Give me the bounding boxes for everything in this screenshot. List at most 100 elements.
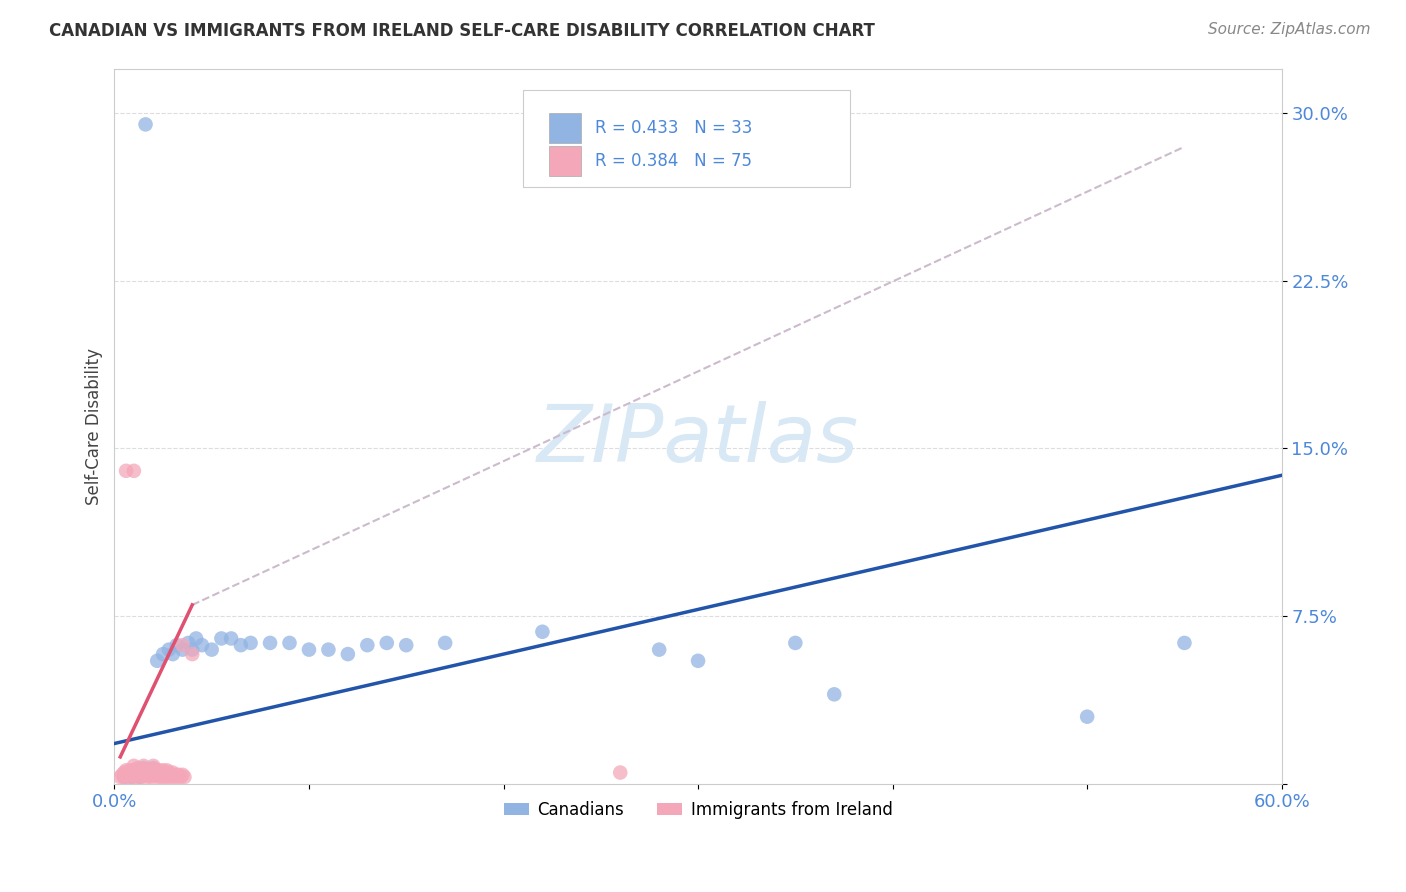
Point — [136, 765, 159, 780]
Point — [135, 768, 157, 782]
Point — [166, 638, 188, 652]
Legend: Canadians, Immigrants from Ireland: Canadians, Immigrants from Ireland — [498, 794, 898, 825]
Point — [142, 768, 165, 782]
Point — [141, 765, 163, 780]
Point — [142, 759, 165, 773]
Text: ZIPatlas: ZIPatlas — [537, 401, 859, 479]
Point — [128, 764, 150, 778]
Point — [434, 636, 457, 650]
Point — [117, 768, 139, 782]
Point — [157, 642, 180, 657]
Point — [278, 636, 301, 650]
Point — [127, 770, 149, 784]
Point — [135, 765, 157, 780]
Text: R = 0.384   N = 75: R = 0.384 N = 75 — [595, 152, 752, 169]
Point — [166, 770, 188, 784]
Point — [219, 632, 242, 646]
Point — [157, 765, 180, 780]
Point — [127, 765, 149, 780]
Point — [131, 770, 153, 784]
Point — [110, 770, 132, 784]
Point — [823, 687, 845, 701]
Point — [118, 764, 141, 778]
Point — [141, 770, 163, 784]
Point — [112, 770, 135, 784]
Point — [531, 624, 554, 639]
Point — [122, 768, 145, 782]
Point — [122, 759, 145, 773]
Point — [172, 642, 194, 657]
Point — [148, 768, 170, 782]
Point — [128, 768, 150, 782]
Point — [112, 765, 135, 780]
Point — [146, 654, 169, 668]
Point — [132, 768, 155, 782]
Point — [153, 770, 176, 784]
Y-axis label: Self-Care Disability: Self-Care Disability — [86, 348, 103, 505]
Point — [141, 765, 163, 780]
Point — [318, 642, 340, 657]
Point — [125, 764, 148, 778]
Bar — [548, 113, 581, 143]
Point — [125, 765, 148, 780]
Point — [152, 764, 174, 778]
Point — [132, 764, 155, 778]
Point — [135, 117, 157, 131]
Point — [115, 464, 138, 478]
Point — [122, 768, 145, 782]
Point — [162, 770, 184, 784]
Point — [150, 770, 173, 784]
Point — [1076, 709, 1098, 723]
Text: Source: ZipAtlas.com: Source: ZipAtlas.com — [1208, 22, 1371, 37]
Point — [146, 770, 169, 784]
Point — [112, 770, 135, 784]
Point — [142, 761, 165, 775]
Point — [148, 764, 170, 778]
Point — [146, 765, 169, 780]
Point — [259, 636, 281, 650]
Point — [395, 638, 418, 652]
Point — [118, 768, 141, 782]
Point — [156, 764, 179, 778]
Point — [121, 770, 143, 784]
Point — [127, 761, 149, 775]
Point — [125, 768, 148, 782]
Point — [162, 647, 184, 661]
Point — [336, 647, 359, 661]
Point — [172, 768, 194, 782]
Point — [152, 768, 174, 782]
Point — [375, 636, 398, 650]
Bar — [548, 145, 581, 176]
Point — [167, 768, 190, 782]
Point — [136, 768, 159, 782]
Point — [143, 764, 166, 778]
Point — [298, 642, 321, 657]
Point — [117, 770, 139, 784]
Point — [131, 765, 153, 780]
Point — [115, 768, 138, 782]
Point — [177, 636, 200, 650]
Point — [169, 770, 191, 784]
Point — [132, 768, 155, 782]
Point — [157, 770, 180, 784]
Text: CANADIAN VS IMMIGRANTS FROM IRELAND SELF-CARE DISABILITY CORRELATION CHART: CANADIAN VS IMMIGRANTS FROM IRELAND SELF… — [49, 22, 875, 40]
Point — [118, 765, 141, 780]
Point — [172, 638, 194, 652]
Point — [143, 764, 166, 778]
Point — [609, 765, 631, 780]
Point — [132, 761, 155, 775]
Point — [135, 764, 157, 778]
Point — [184, 632, 207, 646]
Point — [138, 764, 160, 778]
Point — [132, 759, 155, 773]
Point — [122, 764, 145, 778]
Point — [181, 647, 204, 661]
Point — [156, 768, 179, 782]
Point — [152, 647, 174, 661]
Point — [115, 764, 138, 778]
Point — [143, 768, 166, 782]
Point — [111, 768, 134, 782]
Point — [209, 632, 232, 646]
Point — [356, 638, 378, 652]
Point — [173, 770, 195, 784]
